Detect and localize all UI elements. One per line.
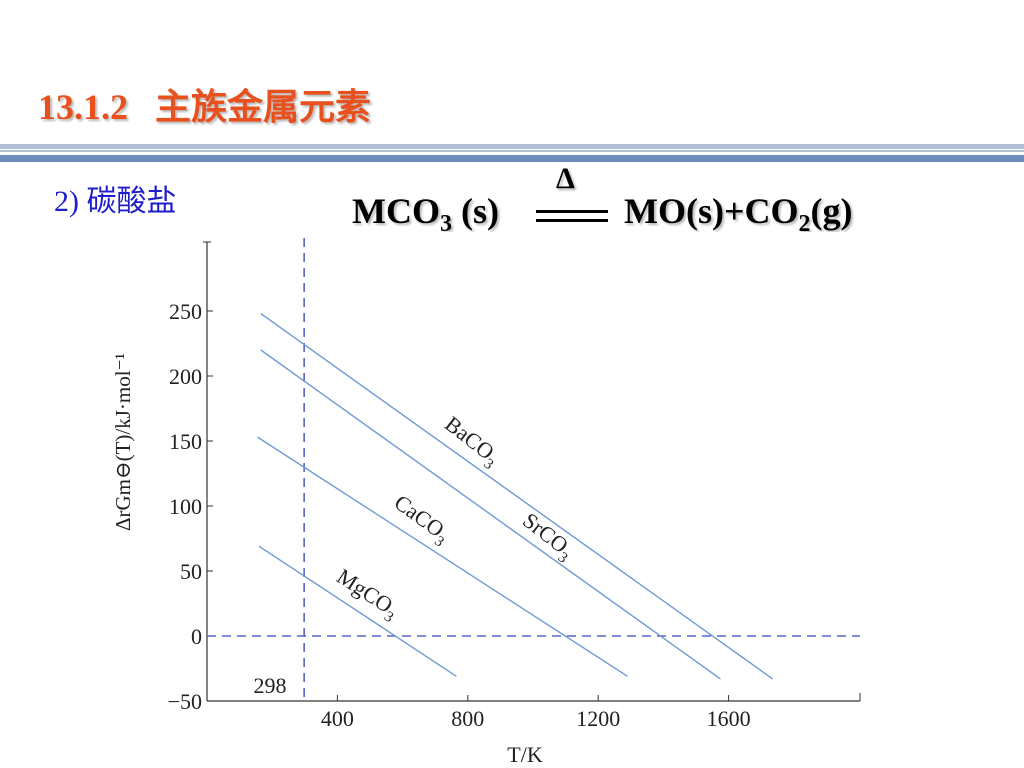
chart-axes: −50 0 50 100 150 200 250 400 800 1200 1600 [168,241,861,731]
series-line-caco3 [257,436,628,677]
y-tick-label: 0 [191,624,202,649]
y-tick-label: −50 [168,689,202,714]
x-tick-label: 400 [321,706,354,731]
reaction-condition: Δ [556,162,575,195]
series-label-caco3: CaCO3 [387,489,455,550]
series-label-srco3: SrCO3 [515,508,579,567]
x-tick-label: 800 [451,706,484,731]
equals-bar-bottom [536,219,608,222]
product-formula: MO(s)+CO [624,191,799,231]
y-tick-label: 100 [169,494,202,519]
y-tick-label: 250 [169,299,202,324]
reactant-formula: MCO [352,191,440,231]
slide-title: 13.1.2 主族金属元素 [38,87,372,127]
series-lines [257,313,774,680]
equals-bar-top [536,210,608,213]
x-tick-label: 1200 [576,706,620,731]
reference-lines: 298 [207,238,860,701]
y-tick-label: 200 [169,364,202,389]
section-label: 2) 碳酸盐 [54,185,177,218]
product-subscript: 2 [798,211,811,237]
reference-line-label: 298 [254,673,287,698]
title-rule-top [0,144,1024,149]
series-line-baco3 [260,313,774,680]
reactant-subscript: 3 [439,211,452,237]
reactant-state: (s) [451,191,499,231]
y-tick-label: 150 [169,429,202,454]
y-axis-label: ΔrGm⊖(T)/kJ·mol⁻¹ [111,353,135,531]
chart-panel [105,232,873,768]
series-line-mgco3 [258,545,457,677]
product-state: (g) [810,191,853,231]
equation-right: MO(s)+CO2(g) [624,190,852,238]
title-rule-bottom [0,155,1024,162]
x-tick-label: 1600 [707,706,751,731]
equation-left: MCO3 (s) [352,190,499,238]
x-axis-label: T/K [507,742,543,767]
title-rule-middle [0,150,1024,152]
y-tick-label: 50 [180,559,202,584]
series-line-srco3 [260,349,721,680]
